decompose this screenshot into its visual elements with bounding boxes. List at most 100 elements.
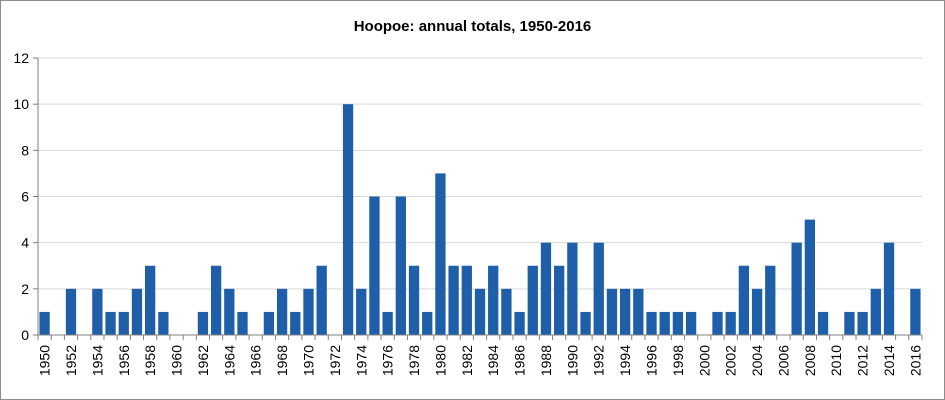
chart-title: Hoopoe: annual totals, 1950-2016 <box>353 18 592 35</box>
bar-1985 <box>501 288 512 335</box>
bar-1986 <box>514 311 525 335</box>
bar-1950 <box>39 311 50 335</box>
x-tick-label: 1968 <box>274 345 290 376</box>
y-tick-label: 8 <box>21 142 29 158</box>
bar-1975 <box>369 196 380 335</box>
y-tick-label: 4 <box>21 235 29 251</box>
bar-1955 <box>105 311 116 335</box>
bar-2014 <box>883 242 895 335</box>
x-tick-label: 2010 <box>828 345 844 376</box>
bar-1969 <box>290 311 301 335</box>
bar-1978 <box>408 265 420 335</box>
x-tick-label: 2014 <box>881 345 897 376</box>
bar-2011 <box>844 311 855 335</box>
y-tick-label: 2 <box>21 281 29 297</box>
bar-2003 <box>738 265 750 335</box>
x-tick-label: 1976 <box>380 345 396 376</box>
x-tick-label: 2012 <box>855 345 871 376</box>
bar-1996 <box>646 311 657 335</box>
x-tick-label: 1970 <box>300 345 316 376</box>
y-tick-label: 6 <box>21 189 29 205</box>
x-tick-label: 2008 <box>802 345 818 376</box>
x-tick-label: 1974 <box>353 345 369 376</box>
bar-1992 <box>593 242 604 335</box>
bar-2013 <box>870 288 881 335</box>
x-tick-label: 1996 <box>644 345 660 376</box>
y-tick-label: 0 <box>21 327 29 343</box>
bar-1954 <box>92 288 103 335</box>
bar-1964 <box>224 288 235 335</box>
bar-2009 <box>817 311 829 335</box>
bars <box>39 104 921 336</box>
bar-1971 <box>316 265 327 335</box>
gridlines <box>38 57 922 290</box>
axes <box>33 57 923 340</box>
bar-1974 <box>356 288 367 335</box>
bar-2008 <box>804 219 815 335</box>
bar-2002 <box>725 311 736 335</box>
bar-1977 <box>395 196 406 335</box>
x-tick-label: 1992 <box>591 345 607 376</box>
x-tick-label: 1982 <box>459 345 475 376</box>
bar-1984 <box>488 265 499 335</box>
x-tick-label: 1990 <box>564 345 580 376</box>
bar-1988 <box>540 242 552 335</box>
bar-1995 <box>633 288 644 335</box>
bar-2001 <box>712 311 723 335</box>
bar-1994 <box>619 288 631 335</box>
y-tick-label: 10 <box>13 96 29 112</box>
x-tick-label: 1956 <box>116 345 132 376</box>
bar-1993 <box>606 288 618 335</box>
bar-1963 <box>210 265 222 335</box>
bar-1998 <box>672 311 684 335</box>
bar-1982 <box>461 265 472 335</box>
bar-1965 <box>237 311 248 335</box>
bar-1970 <box>303 288 314 335</box>
x-tick-label: 1950 <box>37 345 53 376</box>
bar-1983 <box>474 288 486 335</box>
x-tick-label: 1958 <box>142 345 158 376</box>
x-tick-label: 1978 <box>406 345 422 376</box>
x-tick-label: 1966 <box>248 345 264 376</box>
x-tick-label: 1962 <box>195 345 211 376</box>
x-tick-label: 1986 <box>512 345 528 376</box>
bar-1957 <box>131 288 143 335</box>
x-tick-label: 1994 <box>617 345 633 376</box>
x-tick-label: 2004 <box>749 345 765 376</box>
x-tick-label: 1960 <box>169 345 185 376</box>
bar-1968 <box>276 288 288 335</box>
bar-1959 <box>158 311 169 335</box>
y-tick-labels: 0 2 4 6 8 10 12 <box>13 50 29 343</box>
bar-2012 <box>857 311 868 335</box>
x-tick-label: 2000 <box>696 345 712 376</box>
bar-1952 <box>65 288 77 335</box>
bar-1989 <box>554 265 565 335</box>
bar-2007 <box>791 242 802 335</box>
bar-2005 <box>765 265 776 335</box>
bar-2016 <box>910 288 921 335</box>
x-tick-label: 2016 <box>907 345 923 376</box>
x-tick-label: 1954 <box>89 345 105 376</box>
bar-1956 <box>118 311 129 335</box>
bar-1981 <box>448 265 459 335</box>
x-tick-label: 1984 <box>485 345 501 376</box>
bar-1997 <box>659 311 670 335</box>
bar-1991 <box>580 311 591 335</box>
bar-1990 <box>567 242 578 335</box>
bar-1976 <box>382 311 393 335</box>
bar-1979 <box>422 311 433 335</box>
y-tick-label: 12 <box>13 50 29 66</box>
bar-1999 <box>685 311 697 335</box>
bar-1967 <box>263 311 275 335</box>
x-tick-label: 1988 <box>538 345 554 376</box>
x-tick-label: 2006 <box>775 345 791 376</box>
bar-2004 <box>751 288 763 335</box>
x-tick-label: 1980 <box>432 345 448 376</box>
x-tick-label: 1964 <box>221 345 237 376</box>
x-tick-label: 1998 <box>670 345 686 376</box>
x-tick-label: 1952 <box>63 345 79 376</box>
bar-1962 <box>197 311 209 335</box>
x-tick-label: 1972 <box>327 345 343 376</box>
bar-1958 <box>145 265 156 335</box>
